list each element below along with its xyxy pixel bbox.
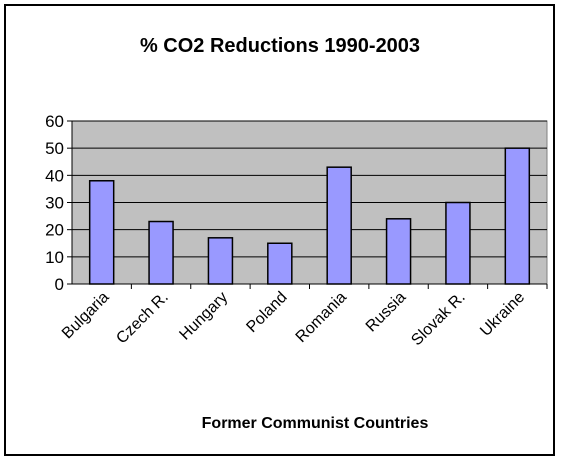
bar-romania [326, 166, 352, 285]
x-category-label: Slovak R. [408, 289, 468, 349]
y-tick-label: 10 [45, 248, 64, 267]
bar-poland [267, 242, 293, 285]
x-category-label: Russia [363, 289, 410, 336]
y-tick-label: 40 [45, 166, 64, 185]
bar-bulgaria [88, 180, 115, 285]
x-category-label: Bulgaria [59, 289, 113, 343]
bar-hungary [207, 237, 234, 285]
x-category-label: Ukraine [477, 289, 528, 340]
y-tick-label: 60 [45, 112, 64, 131]
y-tick-label: 0 [55, 275, 64, 294]
y-tick-label: 30 [45, 194, 64, 213]
y-tick-label: 50 [45, 139, 64, 158]
bar-russia [385, 218, 412, 285]
y-tick-label: 20 [45, 221, 64, 240]
x-category-label: Poland [243, 289, 290, 336]
x-category-label: Czech R. [113, 289, 172, 348]
chart-title: % CO2 Reductions 1990-2003 [140, 35, 420, 57]
plot-area: 0 10 20 30 40 50 60 Bulgaria Czech R. Hungary Pola… [45, 112, 548, 349]
bar-ukraine [504, 147, 531, 285]
x-category-label: Romania [293, 289, 350, 346]
x-category-label: Hungary [176, 289, 231, 344]
x-axis-title: Former Communist Countries [202, 415, 429, 432]
bar-czech-r [148, 220, 174, 285]
bar-slovak-r [445, 201, 471, 285]
